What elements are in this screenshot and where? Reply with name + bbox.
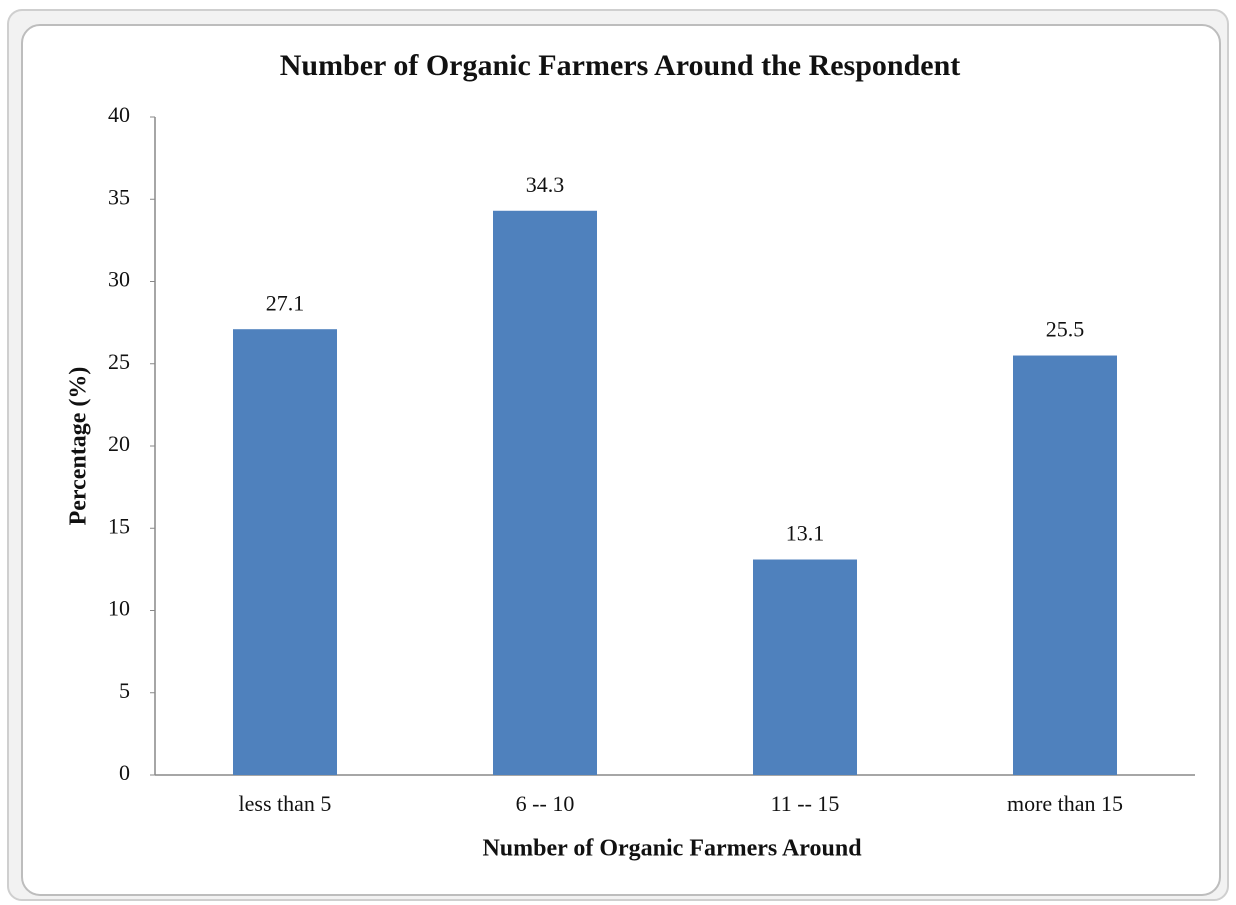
x-tick-label: 11 -- 15 [771,791,840,816]
y-tick-label: 25 [108,349,130,374]
y-axis-label: Percentage (%) [66,367,92,526]
y-tick-label: 0 [119,760,130,785]
y-tick-label: 15 [108,513,130,538]
y-tick-label: 20 [108,431,130,456]
x-axis-label: Number of Organic Farmers Around [482,836,862,862]
bar [1013,355,1117,775]
x-tick-label: more than 15 [1007,791,1123,816]
bar [493,210,597,775]
data-label: 25.5 [1046,317,1085,342]
data-label: 34.3 [526,172,565,197]
x-tick-label: less than 5 [239,791,332,816]
data-label: 27.1 [266,290,305,315]
y-tick-label: 35 [108,184,130,209]
y-tick-label: 30 [108,267,130,292]
bar [233,329,337,775]
chart-title: Number of Organic Farmers Around the Res… [280,49,961,82]
y-tick-label: 5 [119,678,130,703]
data-label: 13.1 [786,521,825,546]
y-tick-label: 40 [108,102,130,127]
x-tick-label: 6 -- 10 [516,791,575,816]
bar [753,559,857,775]
y-tick-label: 10 [108,596,130,621]
